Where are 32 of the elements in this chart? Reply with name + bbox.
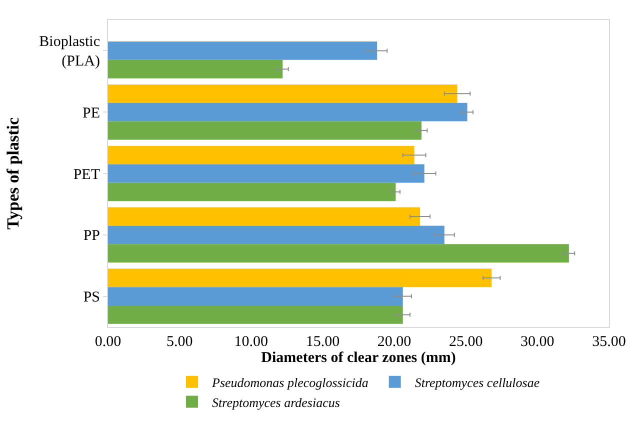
bar (108, 41, 378, 60)
bar (108, 182, 396, 202)
bar (108, 207, 420, 226)
x-tick-label: 10.00 (234, 334, 268, 350)
bar (108, 226, 444, 244)
bar (108, 164, 424, 183)
bar (108, 146, 414, 164)
bar (108, 287, 403, 306)
y-tick-label: PE (82, 105, 100, 122)
y-tick-label: Bioplastic (PLA) (39, 34, 100, 70)
x-tick-label: 0.00 (94, 334, 122, 350)
x-axis-title: Diameters of clear zones (mm) (261, 350, 456, 366)
x-tick-label: 25.00 (448, 334, 483, 350)
bar (108, 306, 403, 324)
bar (108, 244, 569, 263)
bar (108, 102, 468, 122)
x-tick-label: 5.00 (166, 334, 193, 350)
x-tick-label: 30.00 (520, 334, 554, 350)
y-tick-label: PET (73, 166, 100, 183)
bar (108, 60, 283, 78)
bar (108, 121, 422, 140)
x-tick-label: 35.00 (592, 334, 626, 350)
x-tick-label: 20.00 (377, 334, 412, 350)
legend-label: Pseudomonas plecoglossicida (211, 374, 369, 390)
x-tick-label: 15.00 (306, 334, 340, 350)
y-tick-label: PP (83, 228, 100, 244)
y-tick-label: PS (83, 290, 100, 306)
legend-label: Streptomyces cellulosae (414, 374, 540, 390)
y-axis-title: Types of plastic (4, 117, 23, 230)
bar (108, 268, 492, 288)
bar (108, 84, 458, 103)
legend-label: Streptomyces ardesiacus (212, 394, 340, 410)
